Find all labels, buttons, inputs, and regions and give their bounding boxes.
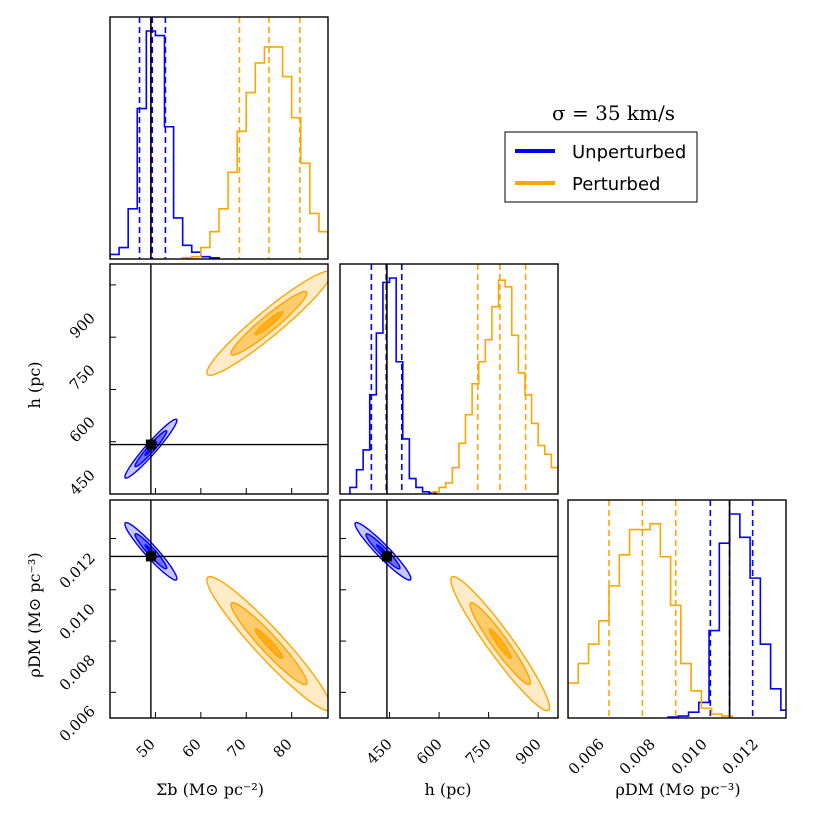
- panel-rho_vs_sigma_b: [109, 499, 329, 719]
- panel-frame: [339, 263, 559, 495]
- tick-label: 60: [179, 735, 205, 761]
- legend-box: [504, 131, 698, 203]
- tick-labels-bottom-h: 450 600 750 900: [363, 735, 545, 768]
- panel-plot-area: [340, 500, 558, 718]
- tick-label: 750: [66, 361, 99, 394]
- histogram-perturbed: [181, 46, 328, 259]
- x-axis-label-h: h (pc): [424, 780, 471, 799]
- tick-label: 70: [224, 735, 250, 761]
- panel-frame: [109, 16, 329, 260]
- contour-perturbed: [254, 310, 284, 336]
- tick-label: 0.006: [565, 735, 608, 778]
- panel-frame: [567, 499, 787, 719]
- panel-plot-area: [349, 264, 558, 494]
- panel-plot-area: [110, 264, 328, 494]
- y-axis-label-h: h (pc): [25, 361, 44, 408]
- tick-labels-left-rho: 0.006 0.008 0.010 0.012: [56, 549, 99, 745]
- tick-label: 0.006: [56, 702, 99, 745]
- tick-label: 450: [66, 466, 99, 499]
- truth-marker: [381, 551, 392, 562]
- panels-group: [109, 16, 787, 719]
- tick-label: 80: [270, 735, 296, 761]
- tick-label: 900: [512, 735, 545, 768]
- histogram-perturbed: [431, 279, 558, 494]
- tick-label: 0.012: [719, 735, 762, 778]
- tick-label: 0.008: [56, 651, 99, 694]
- tick-label: 50: [133, 735, 159, 761]
- legend: Unperturbed Perturbed: [504, 131, 698, 203]
- tick-labels-left-h: 450 600 750 900: [66, 309, 99, 499]
- histogram-unperturbed: [349, 277, 437, 494]
- panel-plot-area: [568, 500, 786, 718]
- x-axis-label-rho: ρDM (M⊙ pc⁻³): [615, 780, 740, 799]
- tick-labels-bottom-sigma-b: 50 60 70 80: [133, 735, 296, 761]
- tick-label: 600: [413, 735, 446, 768]
- tick-label: 0.010: [668, 735, 711, 778]
- figure-title: σ = 35 km/s: [552, 101, 675, 125]
- panel-frame: [109, 263, 329, 495]
- legend-label-perturbed: Perturbed: [572, 174, 660, 195]
- x-axis-label-sigma-b: Σb (M⊙ pc⁻²): [156, 780, 264, 799]
- panel-h: [339, 263, 559, 495]
- truth-marker: [145, 551, 156, 562]
- histogram-perturbed: [568, 522, 733, 718]
- tick-label: 600: [66, 413, 99, 446]
- y-axis-label-rho: ρDM (M⊙ pc⁻³): [25, 552, 44, 677]
- panel-frame: [339, 499, 559, 719]
- truth-marker: [145, 439, 156, 450]
- histogram-unperturbed: [110, 30, 220, 259]
- tick-label: 0.010: [56, 600, 99, 643]
- panel-plot-area: [110, 500, 328, 718]
- contour-perturbed: [254, 628, 284, 660]
- tick-label: 0.012: [56, 549, 99, 592]
- panel-h_vs_sigma_b: [109, 263, 329, 495]
- panel-sigma_b: [109, 16, 329, 260]
- panel-rho_dm: [567, 499, 787, 719]
- contour-perturbed: [488, 628, 512, 660]
- legend-label-unperturbed: Unperturbed: [572, 142, 686, 163]
- tick-label: 0.008: [616, 735, 659, 778]
- tick-label: 750: [462, 735, 495, 768]
- tick-label: 900: [66, 309, 99, 342]
- panel-rho_vs_h: [339, 499, 559, 719]
- panel-plot-area: [110, 17, 328, 259]
- panel-frame: [109, 499, 329, 719]
- tick-label: 450: [363, 735, 396, 768]
- tick-labels-bottom-rho: 0.006 0.008 0.010 0.012: [565, 735, 762, 778]
